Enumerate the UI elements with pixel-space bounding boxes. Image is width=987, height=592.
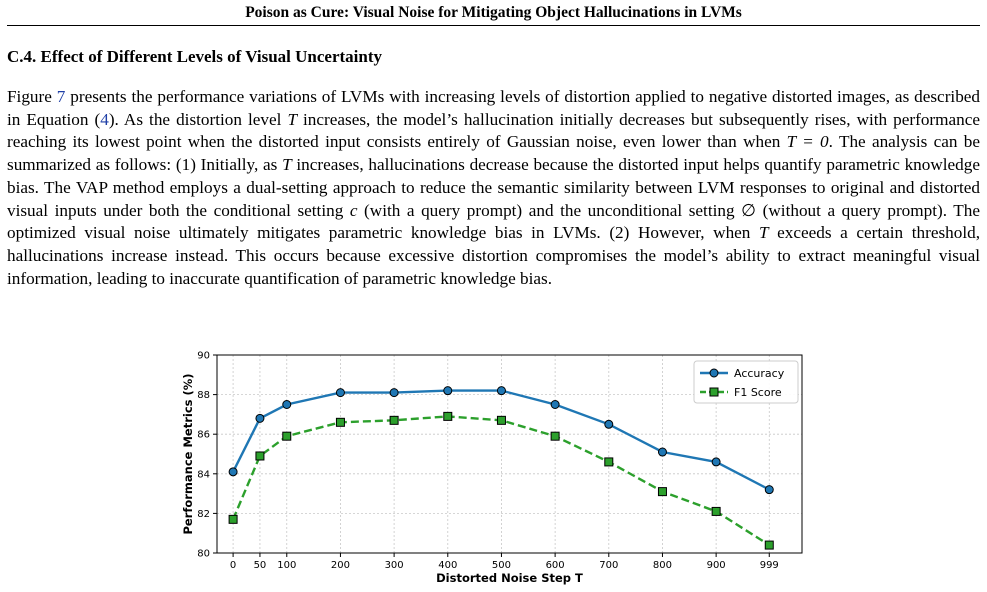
body-paragraph: Figure 7 presents the performance variat… [7,86,980,290]
data-point [255,413,265,423]
y-tick-label: 80 [197,549,210,560]
x-tick-label: 999 [760,560,779,571]
running-header: Poison as Cure: Visual Noise for Mitigat… [7,4,980,26]
data-point [604,457,614,467]
section-title: C.4. Effect of Different Levels of Visua… [7,47,383,66]
math-variable: T [759,223,769,243]
axes-frame [216,354,803,554]
x-tick-label: 700 [599,560,618,571]
data-point [550,431,560,441]
data-point [335,417,345,427]
x-tick-label: 100 [277,560,296,571]
data-point [282,400,292,409]
legend-marker [709,368,719,378]
x-tick-label: 50 [254,560,267,571]
math-expression: T = 0 [786,132,829,152]
data-point [255,451,265,461]
x-tick-label: 400 [438,560,457,571]
data-point [764,485,774,495]
y-tick-label: 82 [197,509,210,520]
x-tick-label: 200 [331,560,350,571]
y-axis-label: Performance Metrics (%) [181,373,195,534]
data-point [604,419,614,429]
data-point [764,540,774,550]
data-point [228,467,238,477]
data-point [389,415,399,425]
data-point [496,386,506,396]
y-tick-label: 84 [197,469,210,480]
text-segment: presents the performance variations of L… [7,87,981,129]
x-tick-label: 800 [653,560,672,571]
data-point [282,431,292,441]
data-point [657,487,667,497]
text-segment: Figure [7,87,57,106]
text-segment: ). As the distortion level [108,109,288,129]
data-point [335,388,345,398]
text-segment: exceeds a certain threshold, hallucinati… [7,223,980,288]
data-point [496,415,506,425]
math-variable: T [282,155,292,175]
data-point [443,411,453,421]
math-variable: T [287,109,297,129]
text-segment: increases, hallucinations decrease becau… [7,155,980,220]
data-point [228,514,238,524]
x-tick-label: 500 [492,560,511,571]
text-segment: . The analysis can be summarized as foll… [7,132,980,175]
y-tick-label: 86 [197,430,210,441]
text-segment: (without a query prompt). The optimized … [7,200,980,243]
math-symbol: ∅ [741,200,757,220]
legend-label: F1 Score [734,386,782,399]
equation-reference-link[interactable]: 4 [100,109,109,129]
data-point [711,506,721,516]
legend-label: Accuracy [734,367,785,380]
text-segment: (with a query prompt) and the unconditio… [357,200,742,220]
legend-marker [709,387,719,397]
x-tick-label: 0 [230,560,236,571]
x-axis-label: Distorted Noise Step T [436,571,583,585]
x-tick-label: 300 [385,560,404,571]
data-point [711,457,721,467]
series-line-0 [232,389,770,491]
x-tick-label: 600 [546,560,565,571]
y-tick-label: 90 [197,351,210,362]
y-tick-label: 88 [197,390,210,401]
x-tick-label: 900 [707,560,726,571]
math-variable: c [349,200,358,220]
figure-reference-link[interactable]: 7 [56,87,66,106]
data-point [657,447,667,457]
data-point [443,386,453,396]
data-point [550,400,560,409]
data-point [389,388,399,398]
text-segment: increases, the model’s hallucination ini… [7,109,980,152]
